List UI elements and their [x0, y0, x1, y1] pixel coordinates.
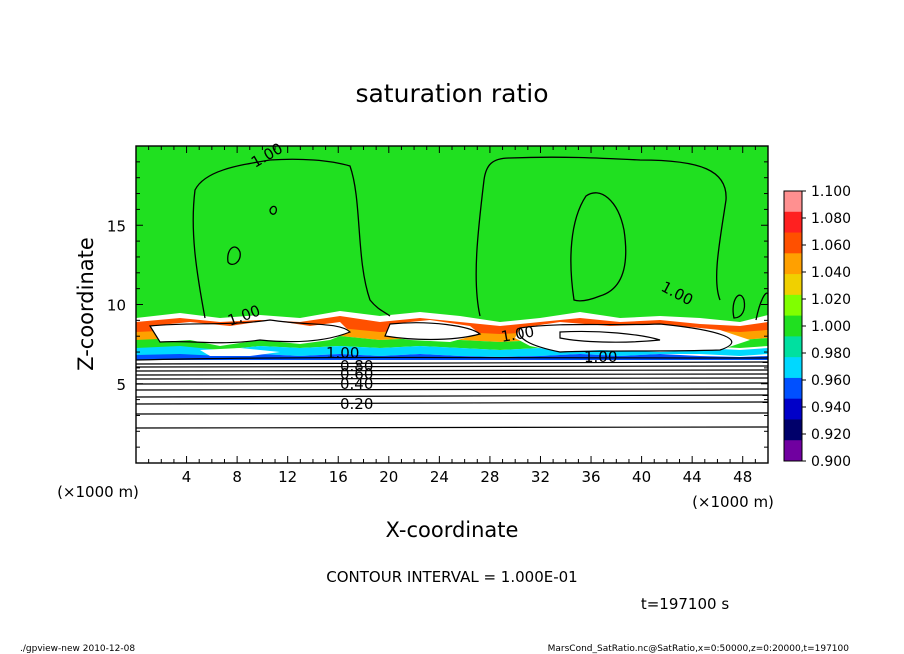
- x-axis-label: X-coordinate: [386, 518, 519, 542]
- y-tick-label: 5: [116, 376, 126, 394]
- colorbar-swatch: [784, 336, 802, 358]
- colorbar-swatch: [784, 315, 802, 337]
- x-tick-label: 28: [480, 468, 499, 486]
- contour-label: 1.00: [584, 348, 617, 366]
- x-tick-label: 48: [733, 468, 752, 486]
- lower-region: [136, 360, 768, 463]
- x-unit-left: (×1000 m): [57, 483, 139, 501]
- contour-labels: 1.00 1.00 1.00 1.00 1.00 1.00 0.80 0.60 …: [225, 139, 696, 413]
- contour-lines-lower: [135, 319, 769, 429]
- y-axis-label: Z-coordinate: [74, 237, 98, 371]
- x-tick-label: 20: [379, 468, 398, 486]
- colorbar: 1.100 1.080 1.060 1.040 1.020 1.000 0.980 0.960…: [783, 184, 851, 470]
- contour-label: 0.80: [340, 357, 373, 375]
- colorbar-swatch: [784, 419, 802, 441]
- contour-label: 0.40: [340, 375, 373, 393]
- colorbar-label: 0.920: [811, 427, 851, 443]
- x-tick-label: 4: [182, 468, 192, 486]
- colorbar-label: 1.000: [811, 319, 851, 335]
- y-tick-label: 10: [107, 297, 126, 315]
- footer-right: MarsCond_SatRatio.nc@SatRatio,x=0:50000,…: [548, 644, 850, 654]
- contour-label: 0.20: [340, 395, 373, 413]
- contour-interval-label: CONTOUR INTERVAL = 1.000E-01: [326, 568, 577, 586]
- colorbar-swatch: [784, 377, 802, 400]
- time-label: t=197100 s: [641, 595, 729, 613]
- colorbar-label: 1.020: [811, 292, 851, 308]
- y-axis-ticks: 5 10 15: [107, 161, 768, 448]
- colorbar-swatch: [784, 253, 802, 275]
- x-unit-right: (×1000 m): [692, 493, 774, 511]
- colorbar-label: 1.060: [811, 238, 851, 254]
- colorbar-swatch: [784, 274, 802, 296]
- x-tick-label: 40: [632, 468, 651, 486]
- contour-label: 1.00: [500, 322, 536, 346]
- colorbar-label: 0.960: [811, 373, 851, 389]
- chart-title: saturation ratio: [355, 79, 548, 108]
- colorbar-swatch: [784, 211, 802, 234]
- x-tick-label: 44: [683, 468, 702, 486]
- x-tick-label: 16: [329, 468, 348, 486]
- contour-label: 0.60: [340, 365, 373, 383]
- colorbar-swatch: [784, 232, 802, 254]
- colorbar-swatch: [784, 357, 802, 379]
- colorbar-label: 1.040: [811, 265, 851, 281]
- contour-label: 1.00: [326, 344, 359, 362]
- x-tick-label: 8: [232, 468, 242, 486]
- colorbar-swatch: [784, 398, 802, 420]
- colorbar-swatch: [784, 294, 802, 317]
- contour-lines-upper: [192, 156, 769, 321]
- colorbar-label: 0.900: [811, 454, 851, 470]
- x-tick-label: 12: [278, 468, 297, 486]
- green-field-region: [136, 146, 768, 322]
- colorbar-label: 0.980: [811, 346, 851, 362]
- y-tick-label: 15: [107, 217, 126, 235]
- colorbar-swatch: [784, 440, 802, 462]
- colorbar-label: 0.940: [811, 400, 851, 416]
- x-tick-label: 36: [581, 468, 600, 486]
- colorbar-label: 1.080: [811, 211, 851, 227]
- colorbar-label: 1.100: [811, 184, 851, 200]
- x-tick-label: 24: [430, 468, 449, 486]
- colorbar-swatch: [784, 191, 802, 213]
- x-axis-ticks: 4 8 12 16 20 24 28 32 36 40 44 48: [148, 146, 756, 486]
- footer-left: ./gpview-new 2010-12-08: [20, 644, 135, 654]
- x-tick-label: 32: [531, 468, 550, 486]
